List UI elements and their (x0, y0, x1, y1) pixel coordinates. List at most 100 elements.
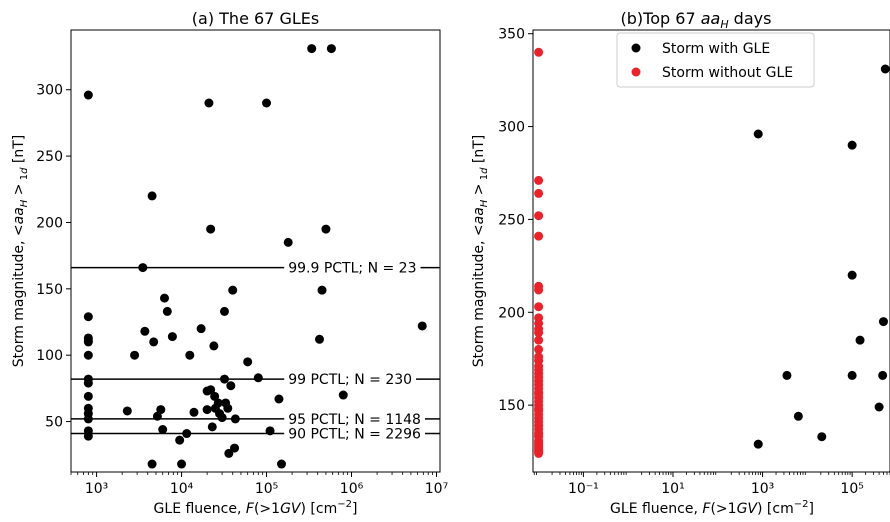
gle-point (326, 44, 336, 54)
panel-a-x-tick-label: 10⁶ (340, 481, 364, 497)
panel-a-points (83, 44, 427, 469)
gle-point (253, 373, 263, 383)
storm-without-gle-point (534, 335, 544, 345)
legend-marker-without-gle (631, 67, 641, 77)
gle-point (283, 237, 293, 247)
storm-with-gle-point (847, 370, 857, 380)
gle-point (83, 90, 93, 100)
gle-point (162, 306, 172, 316)
gle-point (265, 426, 275, 436)
panel-b-y-tick-label: 200 (498, 305, 525, 321)
gle-point (226, 381, 236, 391)
panel-a-y-tick-label: 100 (36, 348, 63, 364)
panel-a-x-tick-label: 10³ (85, 481, 108, 497)
storm-without-gle-point (534, 328, 544, 338)
gle-point (156, 405, 166, 415)
threshold-label: 90 PCTL; N = 2296 (288, 427, 421, 443)
gle-point (140, 326, 150, 336)
panel-b-x-tick-label: 10⁻¹ (568, 481, 599, 497)
storm-without-gle-point (534, 175, 544, 185)
gle-point (274, 394, 284, 404)
gle-point (202, 405, 212, 415)
storm-with-gle-point (855, 335, 865, 345)
legend: Storm with GLE Storm without GLE (616, 32, 815, 88)
gle-point (262, 98, 272, 108)
gle-point (314, 334, 324, 344)
panel-b: (b)Top 67 aaH days 10⁻¹ 10¹ 10³ 10⁵ 150 200 25… (471, 9, 890, 517)
storm-without-gle-point (534, 211, 544, 221)
gle-point (206, 224, 216, 234)
gle-point (223, 403, 233, 413)
panel-b-x-tick-label: 10³ (751, 481, 774, 497)
gle-point (219, 374, 229, 384)
gle-point (317, 285, 327, 295)
panel-a-y-tick-label: 200 (36, 215, 63, 231)
storm-without-gle-point (534, 188, 544, 198)
gle-point (204, 98, 214, 108)
gle-point (175, 435, 185, 445)
gle-point (224, 448, 234, 458)
gle-point (160, 293, 170, 303)
panel-b-ticks: 10⁻¹ 10¹ 10³ 10⁵ 150 200 250 300 350 (498, 27, 890, 497)
gle-point (206, 385, 216, 395)
storm-without-gle-point (534, 285, 544, 295)
storm-with-gle-point (847, 140, 857, 150)
storm-with-gle-point (880, 64, 890, 74)
gle-point (243, 357, 253, 367)
gle-point (217, 413, 227, 423)
storm-with-gle-point (817, 432, 827, 442)
legend-box (616, 32, 815, 88)
gle-point (196, 324, 206, 334)
panel-a-y-tick-label: 300 (36, 83, 63, 99)
legend-marker-with-gle (631, 43, 641, 53)
legend-label-with-gle: Storm with GLE (662, 41, 770, 57)
gle-point (83, 312, 93, 322)
gle-point (83, 378, 93, 388)
gle-point (417, 321, 427, 331)
panel-a-y-tick-label: 150 (36, 282, 63, 298)
panel-b-points (534, 47, 890, 458)
gle-point (138, 263, 148, 273)
panel-a-threshold-lines: 99.9 PCTL; N = 23 99 PCTL; N = 230 95 PCTL… (71, 261, 440, 443)
gle-point (83, 431, 93, 441)
storm-with-gle-point (878, 317, 888, 327)
threshold-label: 95 PCTL; N = 1148 (288, 412, 421, 428)
panel-b-y-tick-label: 350 (498, 27, 525, 43)
storm-without-gle-point (534, 302, 544, 312)
panel-a-title: (a) The 67 GLEs (192, 9, 319, 28)
panel-b-y-tick-label: 150 (498, 398, 525, 414)
panel-b-title: (b)Top 67 aaH days (621, 9, 772, 31)
gle-point (83, 350, 93, 360)
gle-point (321, 224, 331, 234)
panel-a-x-tick-label: 10⁷ (425, 481, 448, 497)
storm-with-gle-point (847, 270, 857, 280)
gle-point (167, 332, 177, 342)
gle-point (130, 350, 140, 360)
panel-b-y-tick-label: 250 (498, 212, 525, 228)
panel-b-x-tick-label: 10⁵ (840, 481, 863, 497)
gle-point (122, 406, 132, 416)
panel-b-y-tick-label: 300 (498, 120, 525, 136)
panel-a-ticks: 10³ 10⁴ 10⁵ 10⁶ 10⁷ 50 100 150 200 250 300 (36, 83, 448, 497)
gle-point (177, 459, 187, 469)
storm-with-gle-point (753, 129, 763, 139)
gle-point (83, 337, 93, 347)
gle-point (152, 411, 162, 421)
panel-b-x-axis-label: GLE fluence, F(>1GV) [cm−2] (610, 499, 814, 517)
gle-point (276, 459, 286, 469)
gle-point (207, 422, 217, 432)
gle-point (147, 191, 157, 201)
panel-b-y-axis-label: Storm magnitude, <aaH > 1d [nT] (471, 135, 490, 368)
gle-point (230, 414, 240, 424)
gle-point (230, 443, 240, 453)
gle-point (189, 407, 199, 417)
storm-without-gle-point (534, 344, 544, 354)
storm-with-gle-point (874, 402, 884, 412)
gle-point (210, 391, 220, 401)
storm-with-gle-point (782, 370, 792, 380)
gle-point (307, 44, 317, 54)
gle-point (83, 391, 93, 401)
storm-without-gle-point (534, 448, 544, 458)
panel-a-y-axis-label: Storm magnitude, <aaH > 1d [nT] (11, 135, 30, 368)
